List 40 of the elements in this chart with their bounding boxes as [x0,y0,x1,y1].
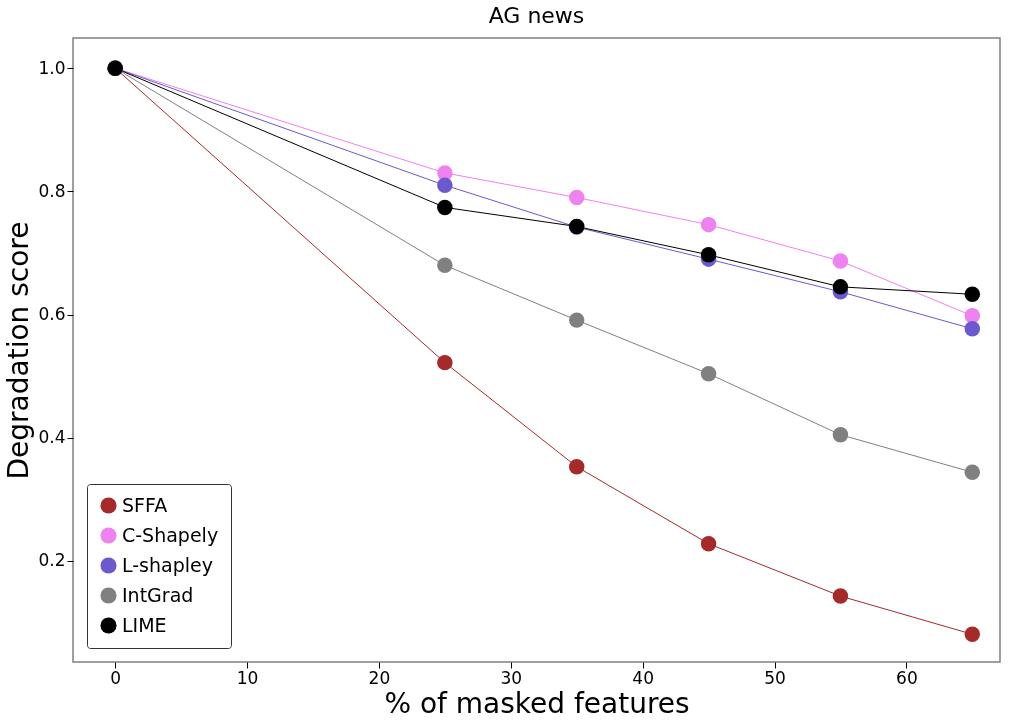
point [964,286,981,302]
legend-label: LIME [122,613,167,636]
point [437,199,453,216]
x-tick-label: 20 [368,667,391,688]
y-tick-label: 0.8 [38,180,66,201]
point [964,321,981,337]
point [437,354,453,371]
y-tick-label: 1.0 [38,57,66,78]
legend-label: L-shapley [122,553,213,576]
legend-label: IntGrad [122,583,194,606]
x-axis-title: % of masked features [384,686,690,720]
point [964,464,981,481]
legend-label: C-Shapely [122,523,219,546]
x-tick-label: 50 [764,667,786,688]
legend-label: SFFA [122,493,168,516]
point [700,365,717,382]
y-tick-label: 0.4 [38,427,66,448]
point [832,279,849,295]
y-axis-title: Degradation score [2,221,36,480]
x-tick-label: 10 [236,667,259,688]
x-tick-label: 30 [500,667,523,688]
point [568,459,585,475]
point [568,189,585,206]
point [832,588,849,604]
chart-title: AG news [488,3,585,28]
point [568,312,585,328]
point [964,626,981,643]
point [964,308,981,324]
point [700,247,717,263]
point [700,216,717,233]
y-tick-label: 0.2 [38,550,66,571]
point [832,253,849,269]
x-tick-label: 60 [896,667,918,688]
point [700,536,717,552]
point [437,177,453,193]
point [437,257,453,274]
point [832,426,849,443]
y-tick-label: 0.6 [38,304,66,325]
x-tick-label: 40 [632,667,654,688]
x-tick-label: 0 [110,667,122,688]
